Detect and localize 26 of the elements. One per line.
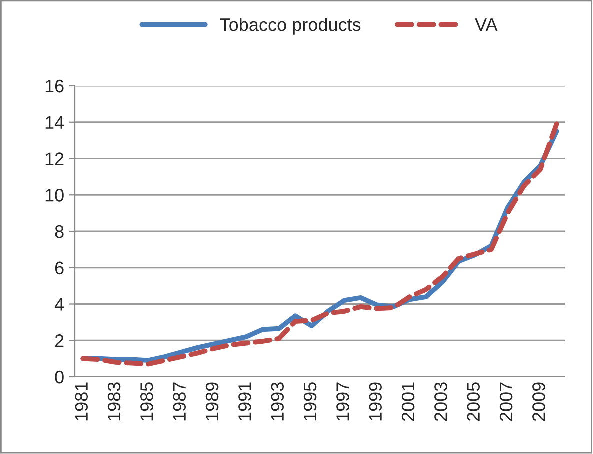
- x-tick-label: 2009: [532, 382, 546, 422]
- y-tick-label: 2: [55, 334, 64, 348]
- x-tick-label: 1997: [336, 382, 350, 421]
- x-tick-label: 1991: [238, 382, 252, 421]
- y-tick-label: 6: [55, 262, 64, 275]
- x-tick-label: 1995: [304, 382, 317, 421]
- x-tick-label: 1989: [206, 382, 219, 421]
- x-tick-label: 1993: [271, 382, 284, 421]
- y-tick-label: 10: [46, 189, 64, 202]
- legend-label: VA: [475, 18, 498, 32]
- y-tick-label: 16: [46, 80, 64, 93]
- x-tick-label: 1983: [108, 382, 121, 421]
- y-tick-label: 0: [55, 370, 64, 384]
- x-tick-label: 1999: [369, 382, 382, 421]
- y-tick-label: 12: [46, 152, 64, 166]
- y-tick-label: 14: [46, 116, 64, 129]
- legend-label: Tobacco products: [220, 18, 361, 35]
- x-tick-label: 2003: [434, 382, 448, 422]
- x-tick-label: 2007: [500, 382, 513, 422]
- x-tick-label: 1985: [140, 382, 154, 421]
- y-tick-label: 8: [55, 225, 64, 238]
- x-tick-label: 2005: [467, 382, 480, 422]
- x-tick-label: 2001: [402, 382, 415, 422]
- y-tick-label: 4: [54, 298, 64, 311]
- x-tick-label: 1987: [173, 382, 186, 421]
- x-tick-label: 1981: [75, 382, 88, 421]
